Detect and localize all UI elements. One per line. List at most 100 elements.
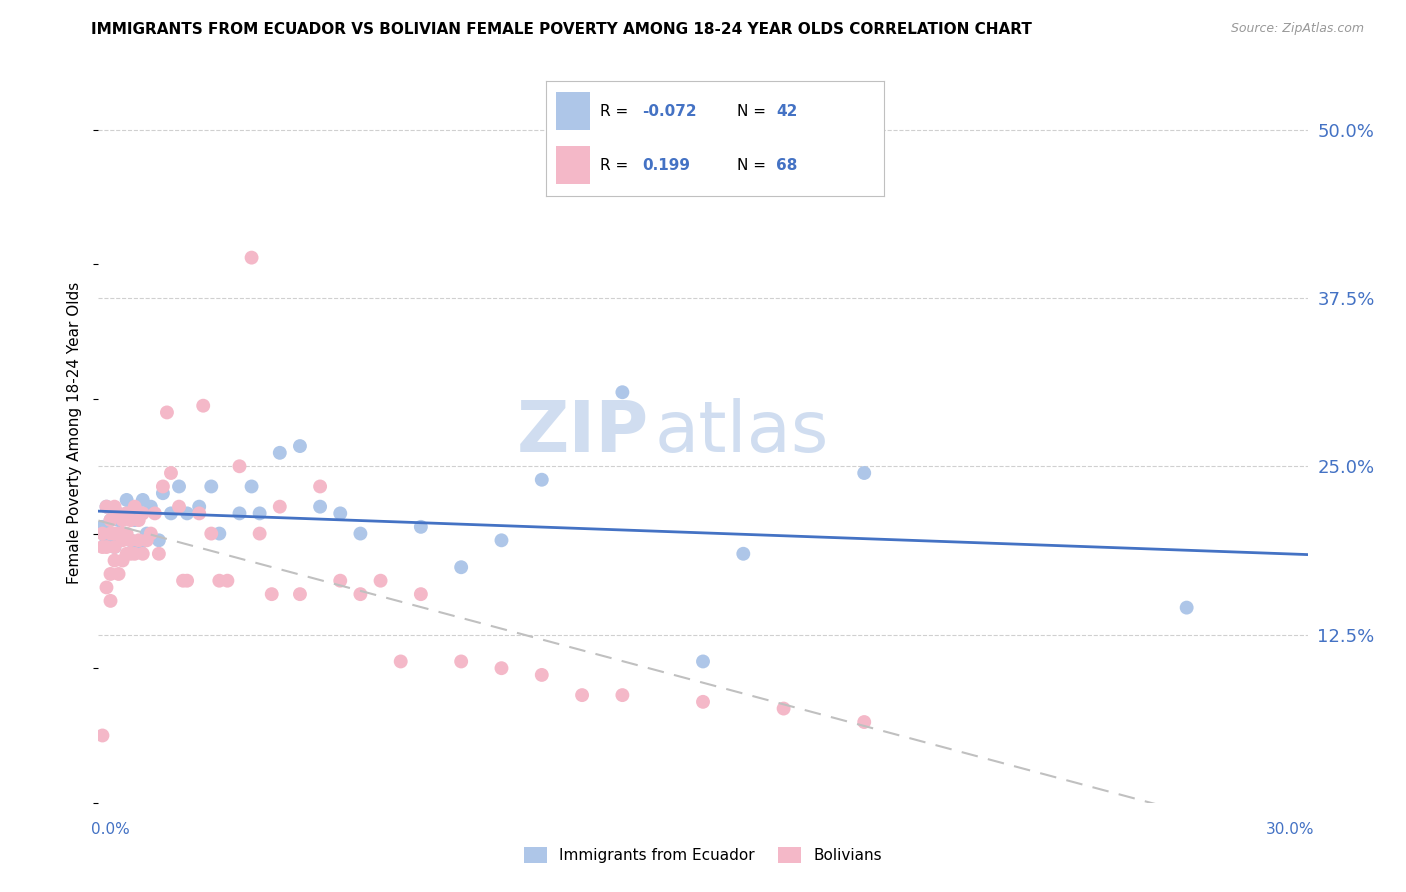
Point [128, 540, 150, 554]
Point [853, 466, 876, 480]
Point [100, 566, 122, 581]
Point [389, 655, 412, 669]
Point [571, 688, 593, 702]
Point [288, 587, 311, 601]
Point [269, 500, 291, 514]
Point [249, 507, 271, 521]
Point [193, 399, 215, 413]
Point [167, 500, 190, 514]
Point [120, 533, 142, 548]
Y-axis label: Female Poverty Among 18-24 Year Olds: Female Poverty Among 18-24 Year Olds [67, 282, 83, 583]
Point [148, 547, 170, 561]
Point [107, 566, 129, 581]
Point [120, 547, 142, 561]
Point [692, 695, 714, 709]
Text: 30.0%: 30.0% [1267, 822, 1315, 838]
Point [120, 513, 142, 527]
Point [692, 655, 714, 669]
Point [111, 526, 134, 541]
Point [772, 701, 794, 715]
Point [96, 500, 118, 514]
Point [249, 526, 271, 541]
Point [200, 479, 222, 493]
Point [132, 492, 155, 507]
Point [91, 520, 114, 534]
Text: ZIP: ZIP [516, 398, 648, 467]
Point [349, 526, 371, 541]
Point [111, 513, 134, 527]
Point [115, 492, 138, 507]
Point [96, 540, 118, 554]
Point [115, 526, 138, 541]
Point [288, 439, 311, 453]
Point [409, 587, 432, 601]
Point [167, 479, 190, 493]
Point [100, 513, 122, 527]
Point [132, 547, 155, 561]
Point [115, 507, 138, 521]
Point [103, 507, 125, 521]
Point [491, 661, 513, 675]
Point [115, 507, 138, 521]
Point [139, 500, 162, 514]
Point [124, 500, 146, 514]
Point [103, 540, 125, 554]
Point [309, 500, 332, 514]
Point [733, 547, 755, 561]
Point [260, 587, 283, 601]
Point [132, 507, 155, 521]
Point [148, 533, 170, 548]
Point [152, 486, 174, 500]
Text: IMMIGRANTS FROM ECUADOR VS BOLIVIAN FEMALE POVERTY AMONG 18-24 YEAR OLDS CORRELA: IMMIGRANTS FROM ECUADOR VS BOLIVIAN FEMA… [91, 22, 1032, 37]
Point [530, 668, 553, 682]
Point [188, 507, 211, 521]
Point [217, 574, 239, 588]
Point [107, 533, 129, 548]
Text: Source: ZipAtlas.com: Source: ZipAtlas.com [1230, 22, 1364, 36]
Point [228, 507, 250, 521]
Point [156, 405, 179, 419]
Point [143, 507, 166, 521]
Point [329, 507, 352, 521]
Point [269, 446, 291, 460]
Point [96, 581, 118, 595]
Point [111, 553, 134, 567]
Point [103, 526, 125, 541]
Point [208, 526, 231, 541]
Point [128, 533, 150, 548]
Point [96, 500, 118, 514]
Point [176, 507, 198, 521]
Point [530, 473, 553, 487]
Point [115, 547, 138, 561]
Point [100, 513, 122, 527]
Point [96, 533, 118, 548]
Point [1175, 600, 1198, 615]
Point [100, 594, 122, 608]
Point [370, 574, 392, 588]
Point [349, 587, 371, 601]
Point [176, 574, 198, 588]
Point [450, 560, 472, 574]
Point [160, 507, 183, 521]
Point [91, 540, 114, 554]
Point [103, 553, 125, 567]
Point [135, 533, 157, 548]
Point [111, 533, 134, 548]
Point [103, 540, 125, 554]
Point [228, 459, 250, 474]
Point [124, 513, 146, 527]
Point [100, 526, 122, 541]
Point [200, 526, 222, 541]
Point [135, 526, 157, 541]
Point [172, 574, 194, 588]
Text: 0.0%: 0.0% [91, 822, 131, 838]
Point [240, 479, 263, 493]
Point [853, 714, 876, 729]
Point [491, 533, 513, 548]
Point [91, 729, 114, 743]
Point [188, 500, 211, 514]
Point [107, 526, 129, 541]
Point [103, 500, 125, 514]
Point [107, 513, 129, 527]
Point [128, 513, 150, 527]
